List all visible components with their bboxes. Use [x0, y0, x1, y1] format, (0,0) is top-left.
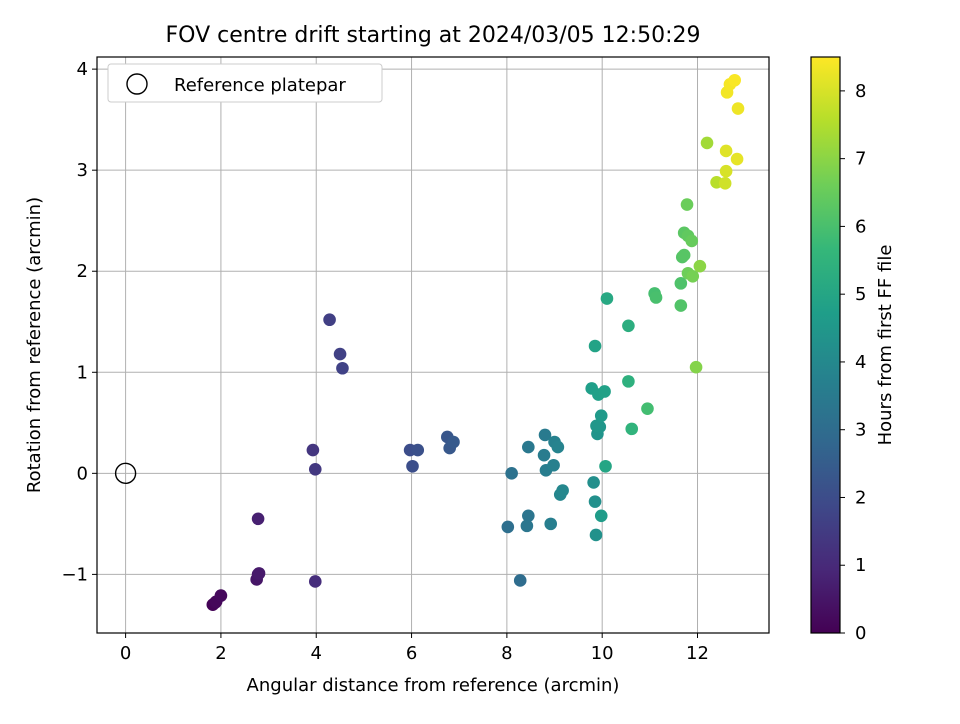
scatter-point — [730, 152, 744, 166]
legend: Reference platepar — [107, 63, 383, 103]
scatter-point — [674, 277, 688, 290]
scatter-point — [677, 248, 691, 262]
legend-label-reference: Reference platepar — [174, 75, 346, 96]
scatter-points — [206, 73, 745, 612]
y-tick-label: 2 — [77, 261, 88, 282]
x-tick-label: 2 — [215, 643, 226, 664]
x-tick-label: 0 — [120, 643, 131, 664]
x-axis-label: Angular distance from reference (arcmin) — [247, 675, 620, 696]
x-tick-label: 10 — [591, 643, 614, 664]
scatter-point — [686, 269, 700, 283]
colorbar-tick-label: 7 — [855, 149, 866, 170]
colorbar-tick-label: 8 — [855, 81, 866, 102]
scatter-point — [306, 443, 320, 457]
colorbar-tick-label: 6 — [855, 216, 866, 237]
scatter-point — [588, 495, 602, 508]
scatter-point — [700, 136, 714, 150]
scatter-point — [520, 519, 534, 533]
legend-box — [107, 63, 383, 103]
scatter-point — [685, 234, 699, 248]
scatter-point — [547, 458, 560, 472]
scatter-point — [522, 440, 535, 454]
y-tick-label: 0 — [77, 463, 88, 484]
scatter-point — [680, 198, 694, 211]
colorbar-tick-label: 4 — [855, 352, 866, 373]
y-tick-label: 4 — [77, 59, 88, 80]
x-axis-ticks: 0 2 4 6 8 10 12 — [120, 633, 709, 664]
y-tick-label: 1 — [77, 362, 88, 383]
scatter-point — [589, 528, 603, 542]
y-tick-label: 3 — [77, 160, 88, 181]
scatter-point — [544, 517, 558, 531]
colorbar: 0 1 2 3 4 5 6 7 8 Hours from first FF file — [810, 56, 896, 644]
y-axis-label: Rotation from reference (arcmin) — [24, 197, 45, 493]
scatter-point — [505, 467, 518, 480]
scatter-point — [622, 319, 635, 333]
colorbar-tick-label: 0 — [855, 623, 866, 644]
colorbar-ticks: 0 1 2 3 4 5 6 7 8 — [840, 81, 866, 644]
scatter-point — [649, 291, 663, 304]
scatter-point — [251, 512, 265, 526]
legend-marker-reference — [126, 73, 148, 95]
scatter-point — [641, 402, 654, 415]
reference-layer — [114, 462, 137, 485]
grid-lines — [97, 57, 769, 633]
colorbar-gradient — [810, 56, 841, 634]
scatter-point — [411, 443, 425, 457]
scatter-point — [537, 448, 551, 462]
scatter-point — [594, 509, 608, 523]
colorbar-label: Hours from first FF file — [875, 245, 896, 446]
scatter-point — [599, 459, 612, 473]
scatter-point — [590, 419, 603, 433]
scatter-point — [406, 459, 419, 473]
scatter-point — [308, 575, 322, 588]
scatter-point — [214, 589, 228, 602]
scatter-point — [731, 102, 745, 115]
scatter-point — [513, 574, 527, 587]
scatter-point — [522, 509, 535, 523]
scatter-point — [551, 440, 565, 454]
scatter-point — [252, 567, 266, 580]
scatter-point — [501, 520, 515, 534]
chart-title: FOV centre drift starting at 2024/03/05 … — [166, 23, 701, 48]
colorbar-tick-label: 1 — [855, 555, 866, 576]
x-tick-label: 8 — [501, 643, 512, 664]
scatter-point — [538, 428, 552, 442]
scatter-point — [447, 435, 460, 449]
scatter-point — [308, 462, 322, 476]
x-tick-label: 4 — [311, 643, 322, 664]
scatter-point — [556, 484, 569, 497]
scatter-point — [693, 259, 707, 273]
scatter-point — [333, 347, 347, 361]
colorbar-tick-label: 2 — [855, 487, 866, 508]
scatter-point — [719, 164, 733, 178]
scatter-point — [598, 385, 611, 398]
colorbar-tick-label: 5 — [855, 284, 866, 305]
scatter-point — [622, 375, 635, 388]
plot-frame — [96, 56, 770, 634]
reference-platepar-marker — [114, 462, 137, 485]
scatter-point — [728, 73, 741, 87]
scatter-point — [588, 339, 602, 353]
scatter-point — [594, 409, 608, 423]
scatter-point — [587, 476, 600, 489]
scatter-point — [718, 177, 732, 190]
x-tick-label: 12 — [686, 643, 709, 664]
colorbar-tick-label: 3 — [855, 420, 866, 441]
y-tick-label: −1 — [61, 564, 88, 585]
scatter-point — [323, 313, 336, 327]
scatter-point — [336, 361, 349, 375]
y-axis-ticks: −1 0 1 2 3 4 — [61, 59, 97, 585]
scatter-point — [719, 144, 733, 158]
scatter-point — [674, 299, 688, 312]
scatter-point — [689, 360, 703, 374]
scatter-point — [600, 292, 614, 305]
x-tick-label: 6 — [406, 643, 417, 664]
scatter-point — [625, 422, 639, 436]
